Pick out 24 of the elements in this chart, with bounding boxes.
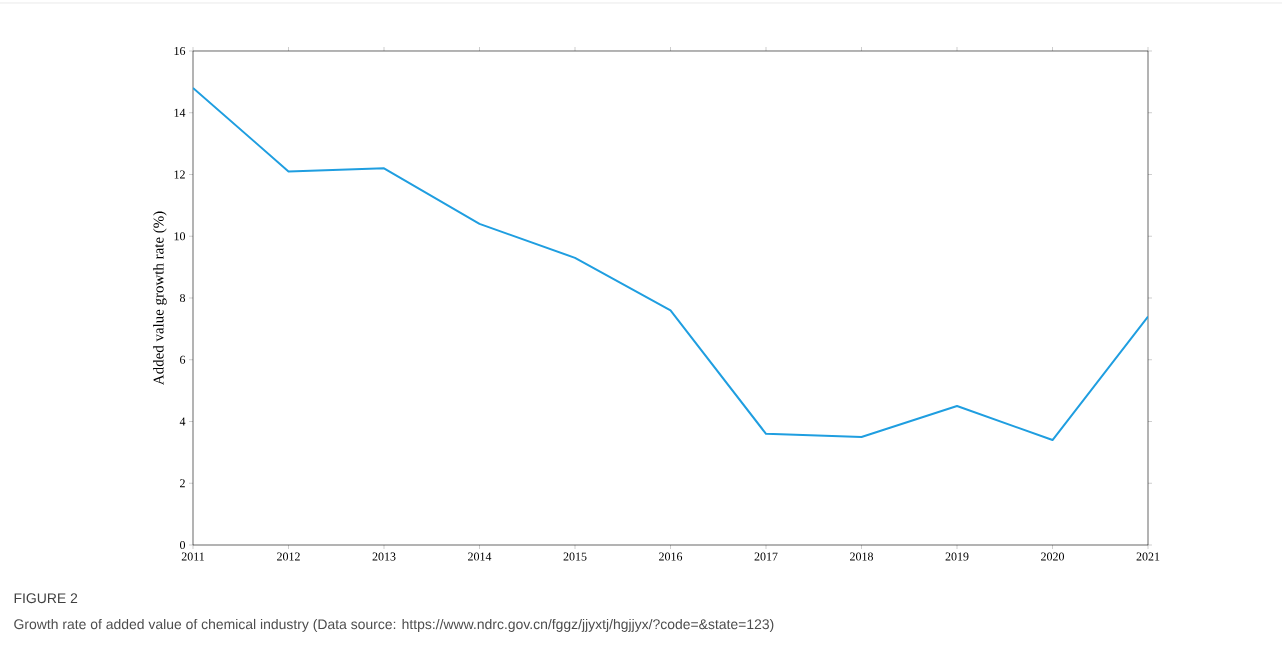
y-tick-label: 2 [180,479,185,488]
caption: FIGURE 2 [14,593,78,604]
y-axis-title: Added value growth rate (%) [153,211,167,385]
x-tick-label: 2013 [372,552,396,561]
y-tick-label: 6 [180,355,186,364]
x-tick-label: 2011 [181,552,205,561]
x-tick-label: 2017 [754,552,778,561]
x-tick-label: 2020 [1041,552,1065,561]
y-tick-label: 10 [174,232,186,241]
text: Growth rate of added value of chemical industry (Data source: https://www.ndrc.gov.cn/fggz/jjyxtj/hgjjyx/?code=&state=123) [14,618,774,632]
y-tick-label: 0 [179,540,186,550]
x-tick-label: 2014 [468,552,492,561]
x-tick-label: 2021 [1136,552,1160,561]
x-tick-label: 2015 [563,552,587,561]
y-tick-label: 8 [179,293,186,303]
y-tick-label: 12 [174,170,185,179]
y-tick-label: 16 [174,46,186,55]
y-tick-label: 14 [174,108,186,117]
x-tick-label: 2012 [277,552,300,561]
x-tick-label: 2019 [945,552,969,561]
x-tick-label: 2018 [850,552,873,561]
x-tick-label: 2016 [659,552,683,561]
line-series [193,87,1149,442]
y-tick-label: 4 [179,417,186,426]
